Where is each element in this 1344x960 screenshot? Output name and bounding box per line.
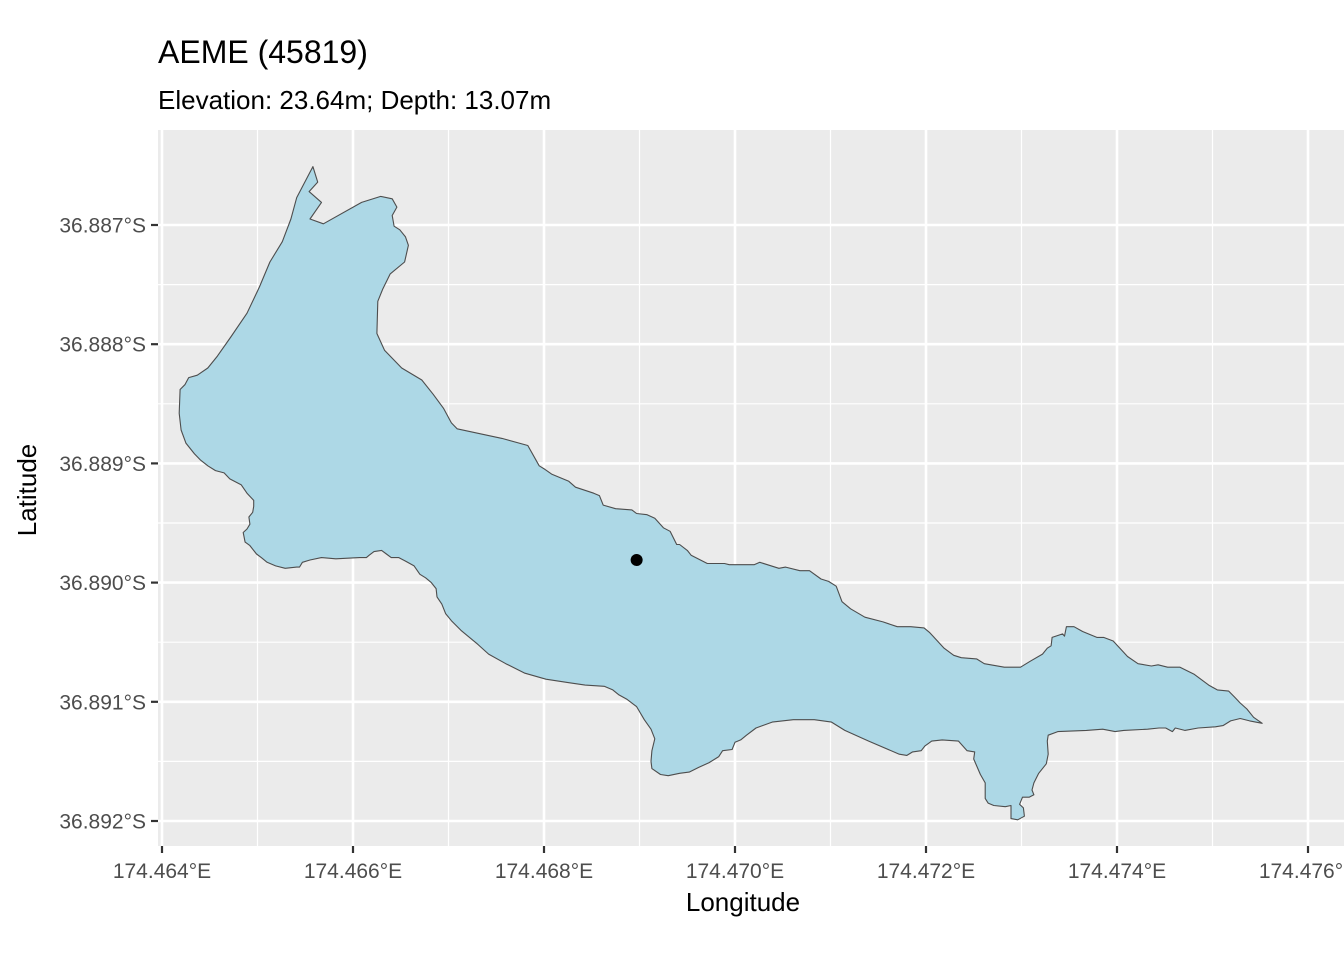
y-axis-title: Latitude bbox=[12, 444, 42, 537]
x-tick-label: 174.476°E bbox=[1259, 860, 1344, 883]
x-tick-label: 174.466°E bbox=[304, 860, 402, 883]
chart-subtitle: Elevation: 23.64m; Depth: 13.07m bbox=[158, 85, 552, 115]
x-tick-label: 174.464°E bbox=[113, 860, 211, 883]
x-tick-label: 174.468°E bbox=[495, 860, 593, 883]
y-tick-label: 36.887°S bbox=[59, 215, 146, 238]
y-tick-label: 36.888°S bbox=[59, 334, 146, 357]
x-tick-label: 174.470°E bbox=[686, 860, 784, 883]
axes: 174.464°E 174.466°E 174.468°E 174.470°E 174.… bbox=[59, 215, 1344, 884]
y-tick-label: 36.891°S bbox=[59, 691, 146, 714]
y-tick-label: 36.889°S bbox=[59, 453, 146, 476]
map-layer bbox=[178, 166, 1263, 821]
y-tick-label: 36.890°S bbox=[59, 572, 146, 595]
lake-centroid-point bbox=[630, 553, 643, 566]
lake-polygon bbox=[178, 166, 1263, 821]
x-tick-label: 174.472°E bbox=[877, 860, 975, 883]
x-tick-label: 174.474°E bbox=[1068, 860, 1166, 883]
y-tick-label: 36.892°S bbox=[59, 811, 146, 834]
x-axis-title: Longitude bbox=[686, 887, 800, 917]
chart-title: AEME (45819) bbox=[158, 34, 368, 70]
